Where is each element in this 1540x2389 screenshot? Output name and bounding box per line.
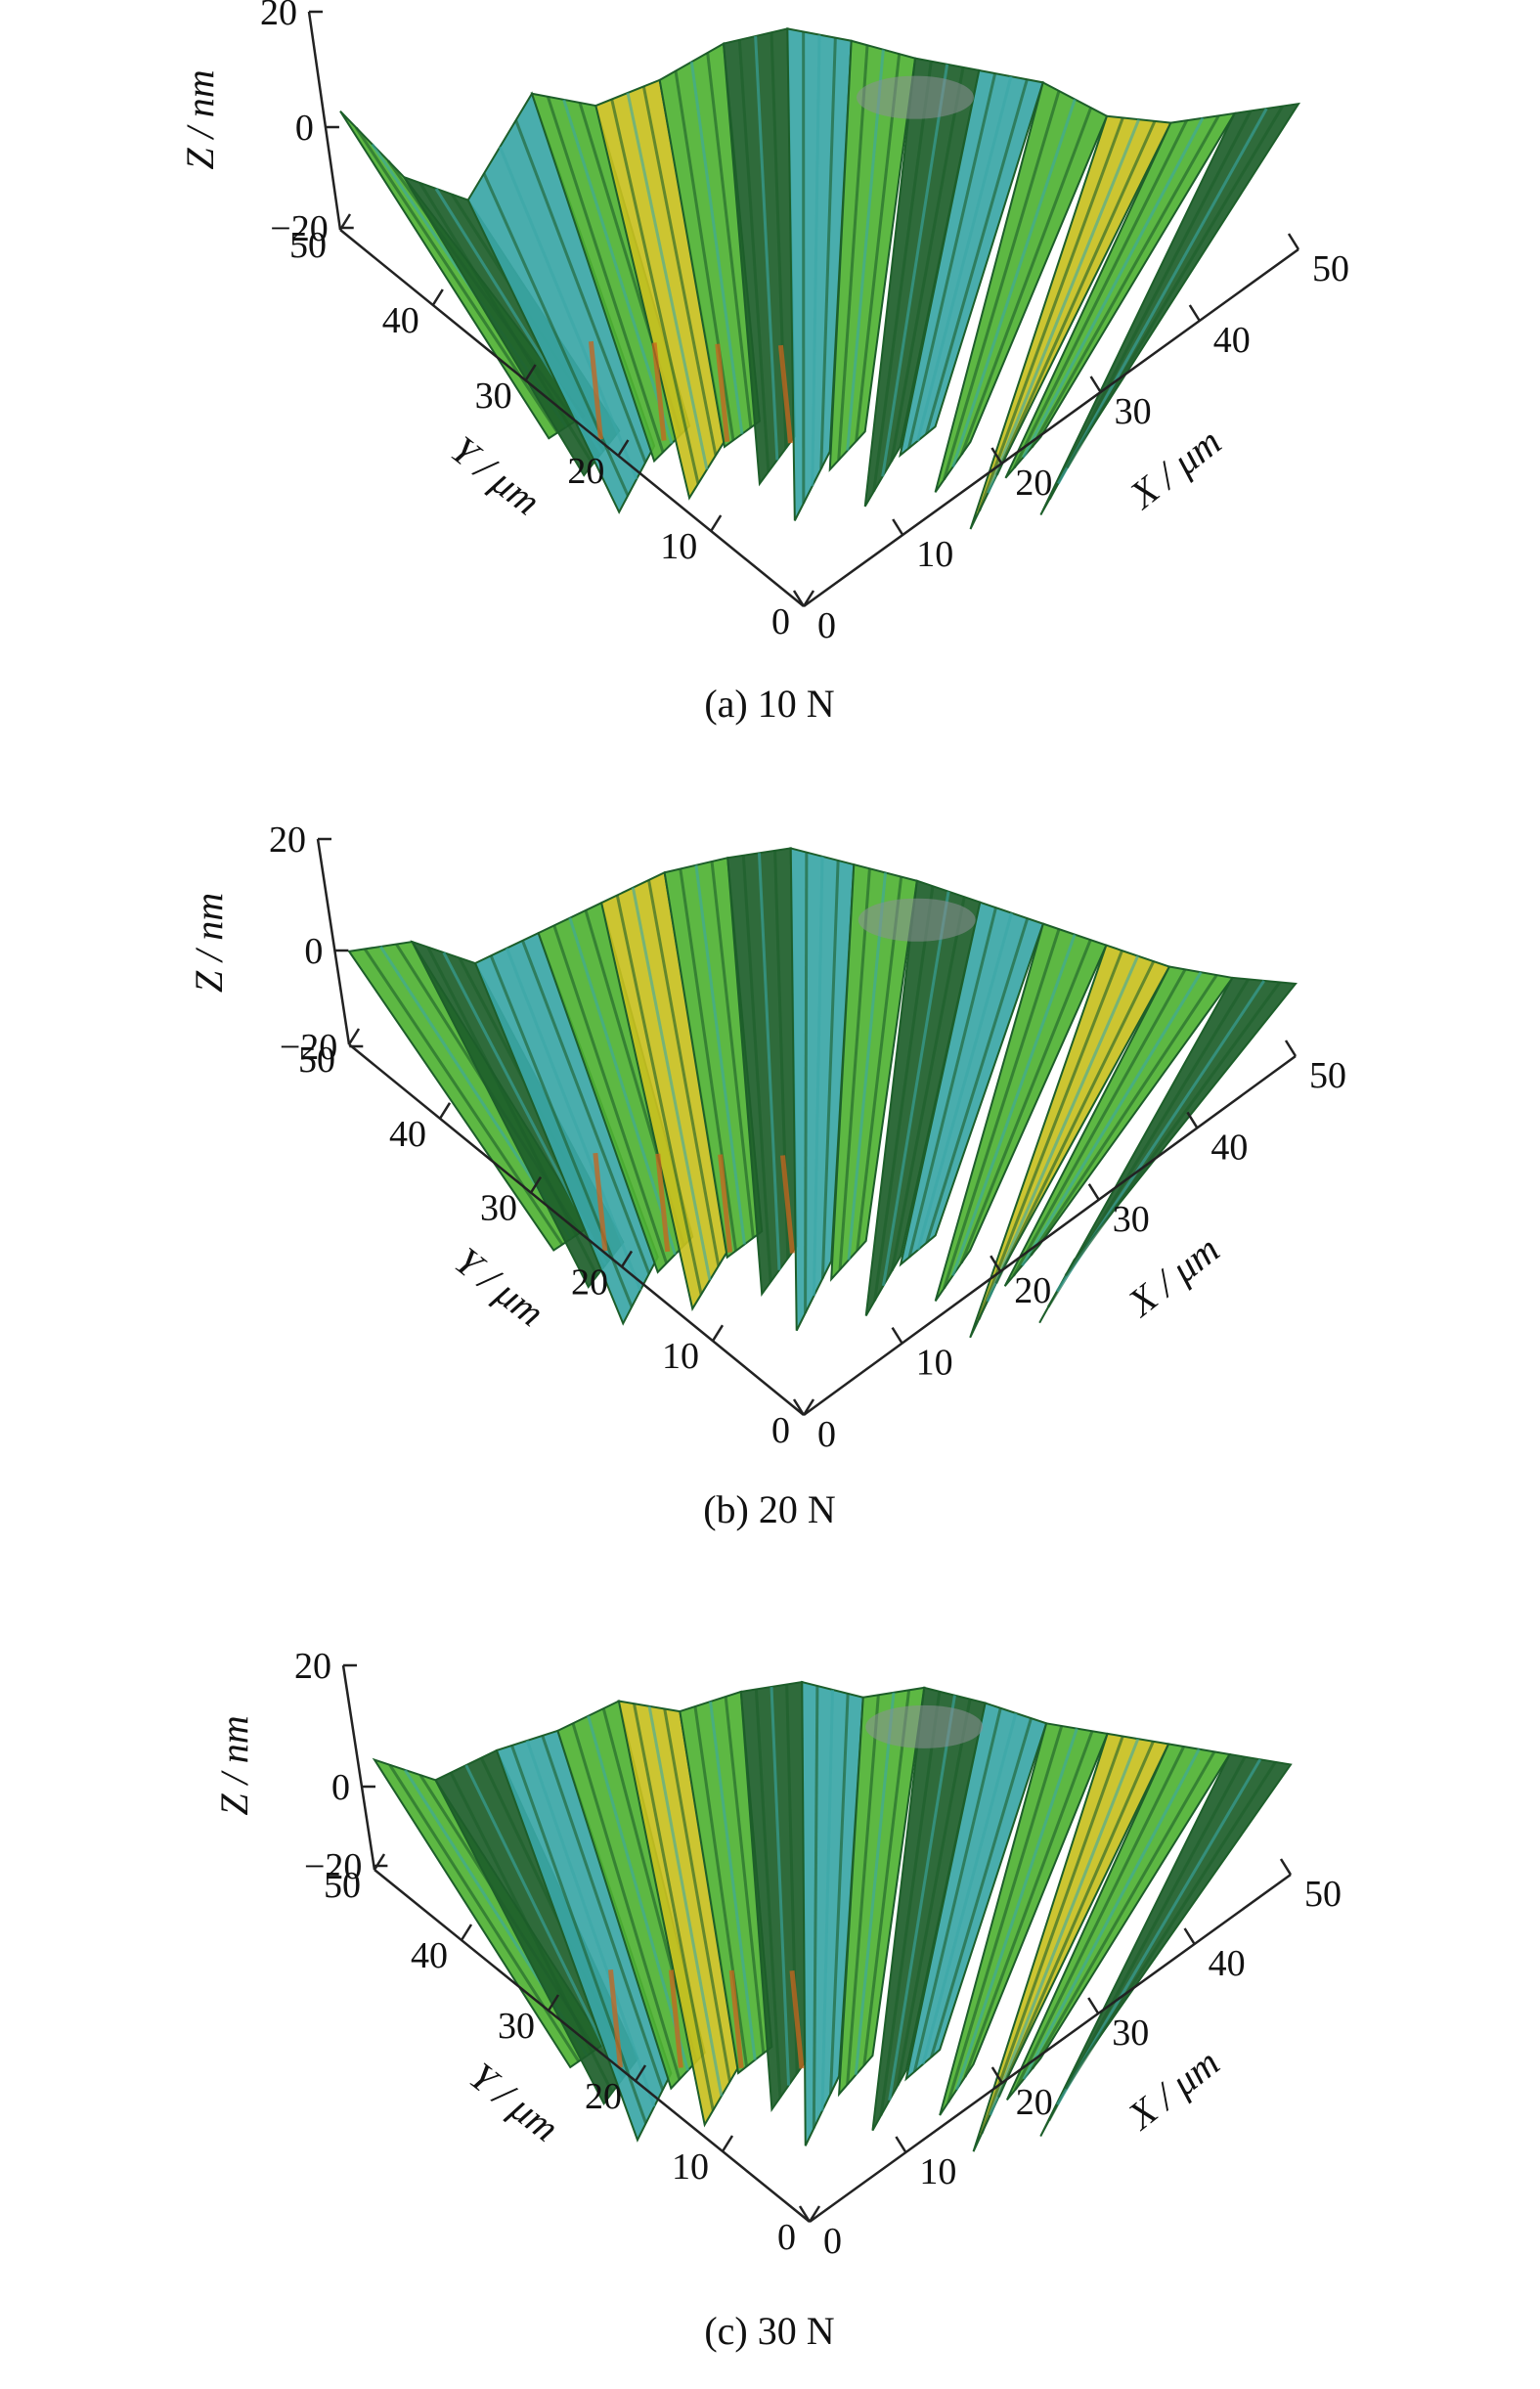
surface-ridge bbox=[806, 853, 807, 1313]
z-tick-label: 0 bbox=[304, 931, 323, 972]
panel-caption: (a) 10 N bbox=[704, 682, 834, 726]
z-axis-title: Z / nm bbox=[178, 69, 222, 169]
y-tick-label: 40 bbox=[389, 1114, 426, 1155]
y-tick-label: 0 bbox=[771, 601, 790, 642]
y-tick bbox=[711, 515, 721, 531]
x-tick-label: 20 bbox=[1014, 1270, 1051, 1311]
x-tick bbox=[1190, 305, 1200, 321]
x-tick-label: 50 bbox=[1309, 1055, 1346, 1096]
x-tick-label: 30 bbox=[1112, 2013, 1149, 2054]
y-tick-label: 20 bbox=[571, 1261, 608, 1303]
x-tick bbox=[1289, 234, 1298, 249]
y-tick-label: 30 bbox=[475, 376, 512, 417]
x-tick bbox=[1089, 1184, 1099, 1200]
y-tick bbox=[713, 1325, 723, 1341]
y-tick-label: 30 bbox=[498, 2006, 535, 2047]
y-tick-label: 40 bbox=[382, 300, 419, 341]
y-tick bbox=[349, 1029, 359, 1044]
x-tick-label: 10 bbox=[916, 1343, 953, 1384]
x-axis-title: X / μm bbox=[1119, 1227, 1228, 1326]
y-tick-label: 10 bbox=[660, 526, 697, 567]
y-tick-label: 50 bbox=[324, 1865, 361, 1906]
y-tick bbox=[440, 1103, 450, 1119]
z-tick-label: 0 bbox=[295, 108, 314, 149]
x-tick-label: 20 bbox=[1015, 463, 1052, 504]
y-tick-label: 20 bbox=[585, 2076, 622, 2117]
y-tick bbox=[723, 2136, 732, 2151]
x-tick-label: 0 bbox=[823, 2221, 842, 2262]
x-tick-label: 0 bbox=[817, 1414, 836, 1455]
z-tick-label: 20 bbox=[294, 1646, 331, 1687]
y-tick-label: 10 bbox=[662, 1336, 699, 1377]
y-tick bbox=[433, 289, 443, 305]
x-tick-label: 40 bbox=[1209, 1943, 1246, 1984]
surface-highlight bbox=[857, 76, 974, 119]
x-tick bbox=[1281, 1859, 1291, 1875]
x-tick-label: 10 bbox=[919, 2151, 956, 2192]
y-tick-label: 50 bbox=[298, 1040, 335, 1081]
y-tick-label: 0 bbox=[771, 1410, 790, 1451]
z-axis-title: Z / nm bbox=[212, 1715, 256, 1815]
panel-caption: (b) 20 N bbox=[703, 1487, 836, 1531]
y-axis-title: Y / μm bbox=[447, 1239, 552, 1335]
y-tick-label: 20 bbox=[567, 451, 604, 492]
z-tick-label: 0 bbox=[331, 1767, 350, 1808]
x-tick bbox=[1185, 1928, 1195, 1944]
x-tick-label: 50 bbox=[1304, 1874, 1342, 1915]
y-tick bbox=[374, 1854, 384, 1870]
y-tick bbox=[462, 1924, 471, 1940]
x-tick-label: 40 bbox=[1210, 1127, 1248, 1168]
x-tick-label: 20 bbox=[1016, 2082, 1053, 2123]
z-axis-title: Z / nm bbox=[187, 893, 231, 993]
x-tick-label: 10 bbox=[916, 534, 953, 575]
x-tick-label: 50 bbox=[1312, 248, 1349, 289]
x-tick-label: 40 bbox=[1213, 320, 1251, 361]
x-tick bbox=[1088, 1998, 1098, 2013]
surface-highlight bbox=[865, 1705, 983, 1748]
y-tick-label: 40 bbox=[411, 1935, 448, 1976]
x-tick bbox=[1091, 376, 1101, 392]
y-tick-label: 0 bbox=[777, 2217, 796, 2258]
x-tick bbox=[1286, 1040, 1296, 1056]
y-tick-label: 50 bbox=[289, 225, 327, 266]
x-tick bbox=[893, 519, 902, 535]
x-tick bbox=[896, 2137, 905, 2152]
panel-caption: (c) 30 N bbox=[704, 2309, 834, 2353]
y-axis-title: Y / μm bbox=[462, 2054, 567, 2149]
z-tick-label: 20 bbox=[260, 0, 297, 33]
x-tick-label: 0 bbox=[817, 605, 836, 646]
y-tick-label: 30 bbox=[480, 1188, 517, 1229]
x-tick bbox=[893, 1328, 902, 1344]
x-axis-title: X / μm bbox=[1119, 2040, 1228, 2139]
surface-highlight bbox=[858, 899, 976, 942]
x-tick bbox=[1187, 1112, 1197, 1128]
y-axis-title: Y / μm bbox=[443, 427, 549, 523]
z-tick-label: 20 bbox=[269, 819, 306, 861]
x-axis-title: X / μm bbox=[1120, 420, 1229, 518]
y-tick-label: 10 bbox=[672, 2146, 709, 2188]
x-tick-label: 30 bbox=[1115, 391, 1152, 432]
x-tick-label: 30 bbox=[1113, 1199, 1150, 1240]
